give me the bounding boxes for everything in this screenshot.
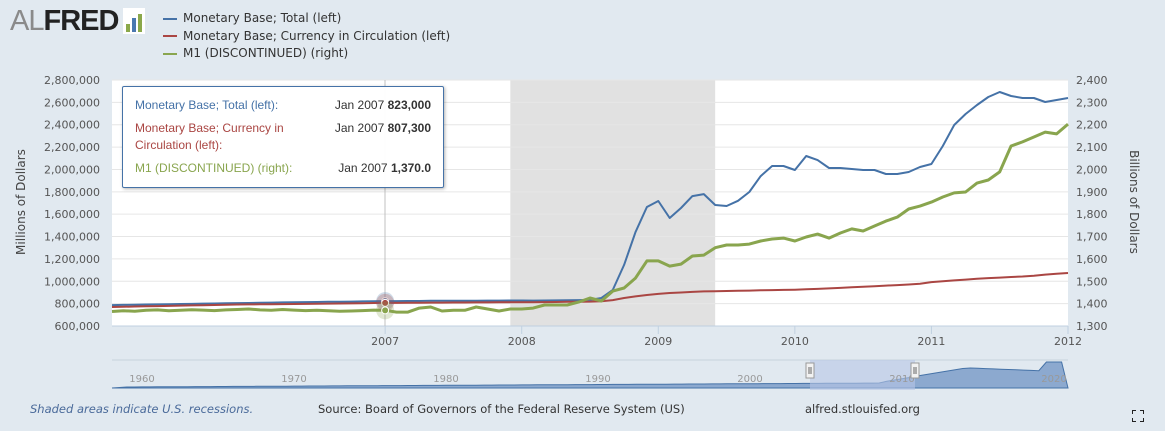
right-tick-label: 2,200 [1076, 119, 1108, 132]
left-tick-label: 2,800,000 [44, 74, 100, 87]
tooltip-value: 1,370.0 [390, 161, 431, 175]
source-text: Source: Board of Governors of the Federa… [318, 402, 685, 416]
tooltip-label: Monetary Base; Currency in Circulation (… [135, 121, 284, 152]
tooltip-label: Monetary Base; Total (left): [135, 98, 279, 112]
x-tick-label: 2011 [917, 335, 945, 348]
x-tick-label: 2007 [371, 335, 399, 348]
left-tick-label: 1,400,000 [44, 231, 100, 244]
tooltip-date: Jan 2007 [334, 98, 385, 112]
site-link[interactable]: alfred.stlouisfed.org [805, 402, 920, 416]
legend: Monetary Base; Total (left) Monetary Bas… [163, 10, 450, 63]
right-tick-label: 2,300 [1076, 96, 1108, 109]
hover-marker [381, 298, 390, 307]
right-tick-label: 1,500 [1076, 275, 1108, 288]
recession-shading [510, 80, 716, 326]
right-tick-label: 1,600 [1076, 253, 1108, 266]
fullscreen-icon[interactable] [1132, 410, 1144, 422]
tooltip-row-total: Monetary Base; Total (left): Jan 2007 82… [135, 97, 431, 114]
legend-item-total[interactable]: Monetary Base; Total (left) [163, 10, 450, 28]
tooltip-date: Jan 2007 [334, 121, 385, 135]
handle-body [805, 362, 815, 379]
left-tick-label: 2,200,000 [44, 141, 100, 154]
right-tick-label: 1,700 [1076, 231, 1108, 244]
tooltip-value: 807,300 [387, 121, 431, 135]
right-tick-label: 1,400 [1076, 298, 1108, 311]
series-line-3 [111, 122, 1069, 314]
left-tick-label: 600,000 [55, 320, 101, 333]
navigator-handle-right[interactable] [910, 362, 920, 379]
left-tick-label: 1,000,000 [44, 275, 100, 288]
left-tick-label: 2,400,000 [44, 119, 100, 132]
navigator-tick-label: 1960 [129, 374, 154, 385]
series-line-2 [111, 272, 1069, 308]
x-tick-label: 2008 [508, 335, 536, 348]
tooltip-row-m1: M1 (DISCONTINUED) (right): Jan 2007 1,37… [135, 160, 431, 177]
logo-bars-icon [123, 8, 146, 34]
left-tick-label: 2,600,000 [44, 96, 100, 109]
logo-al: AL [10, 4, 44, 37]
tooltip-row-currency: Monetary Base; Currency in Circulation (… [135, 120, 431, 154]
legend-item-currency[interactable]: Monetary Base; Currency in Circulation (… [163, 28, 450, 46]
navigator-tick-label: 1990 [585, 374, 610, 385]
tooltip-label: M1 (DISCONTINUED) (right): [135, 161, 293, 175]
navigator-handle-left[interactable] [805, 362, 815, 379]
logo-fred: FRED [43, 4, 119, 37]
left-tick-label: 2,000,000 [44, 163, 100, 176]
right-tick-label: 2,000 [1076, 163, 1108, 176]
navigator-tick-label: 2020 [1041, 374, 1066, 385]
legend-label: Monetary Base; Currency in Circulation (… [183, 28, 451, 43]
right-tick-label: 1,300 [1076, 320, 1108, 333]
x-tick-label: 2009 [644, 335, 672, 348]
hover-marker [381, 306, 390, 315]
left-tick-label: 1,200,000 [44, 253, 100, 266]
legend-label: M1 (DISCONTINUED) (right) [183, 46, 349, 60]
navigator-tick-label: 1970 [281, 374, 306, 385]
navigator-selection [810, 360, 915, 390]
right-tick-label: 1,800 [1076, 208, 1108, 221]
tooltip: Monetary Base; Total (left): Jan 2007 82… [122, 86, 444, 188]
series-line-1 [111, 91, 1069, 307]
navigator-tick-label: 1980 [433, 374, 458, 385]
left-tick-label: 800,000 [55, 298, 101, 311]
alfred-logo[interactable]: AL FRED [10, 4, 146, 37]
tooltip-date: Jan 2007 [338, 161, 388, 175]
chart[interactable]: 2,800,000 2,600,000 2,400,000 2,200,000 2,00… [0, 0, 1165, 400]
handle-body [910, 362, 920, 379]
left-tick-label: 1,800,000 [44, 186, 100, 199]
navigator-tick-label: 2010 [889, 374, 914, 385]
right-tick-label: 1,900 [1076, 186, 1108, 199]
legend-label: Monetary Base; Total (left) [183, 11, 342, 25]
navigator-tick-label: 2000 [737, 374, 762, 385]
right-tick-label: 2,100 [1076, 141, 1108, 154]
x-tick-label: 2012 [1054, 335, 1082, 348]
x-tick-label: 2010 [781, 335, 809, 348]
right-tick-label: 2,400 [1076, 74, 1108, 87]
legend-item-m1[interactable]: M1 (DISCONTINUED) (right) [163, 45, 450, 63]
left-tick-label: 1,600,000 [44, 208, 100, 221]
recession-note: Shaded areas indicate U.S. recessions. [30, 402, 254, 416]
tooltip-value: 823,000 [387, 98, 431, 112]
